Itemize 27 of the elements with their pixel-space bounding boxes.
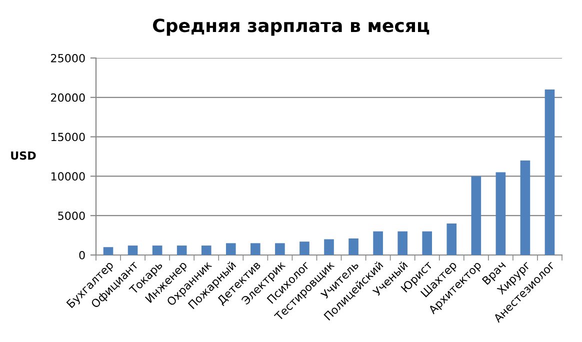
y-tick-label: 15000 (51, 132, 85, 142)
bar (324, 239, 334, 255)
chart-title: Средняя зарплата в месяц (153, 18, 430, 36)
bar (446, 223, 457, 255)
bar (176, 246, 187, 255)
bar (520, 160, 530, 255)
y-tick-label: 0 (79, 250, 85, 260)
y-axis-title: USD (11, 151, 36, 160)
bar (226, 243, 236, 255)
bar (103, 247, 114, 255)
bar (398, 231, 408, 255)
bar (152, 246, 162, 255)
bar (250, 243, 260, 255)
bar (422, 231, 432, 255)
bar (373, 231, 383, 255)
bar (201, 246, 212, 255)
y-tick-label: 10000 (51, 172, 85, 181)
bar (544, 90, 555, 255)
bar (128, 246, 138, 255)
bar (300, 242, 310, 255)
bar (348, 238, 358, 255)
y-tick-label: 25000 (51, 54, 85, 62)
y-tick-label: 20000 (51, 93, 85, 102)
bar (275, 243, 285, 255)
bar (496, 172, 506, 255)
y-tick-label: 5000 (58, 212, 85, 220)
bar (471, 176, 482, 255)
